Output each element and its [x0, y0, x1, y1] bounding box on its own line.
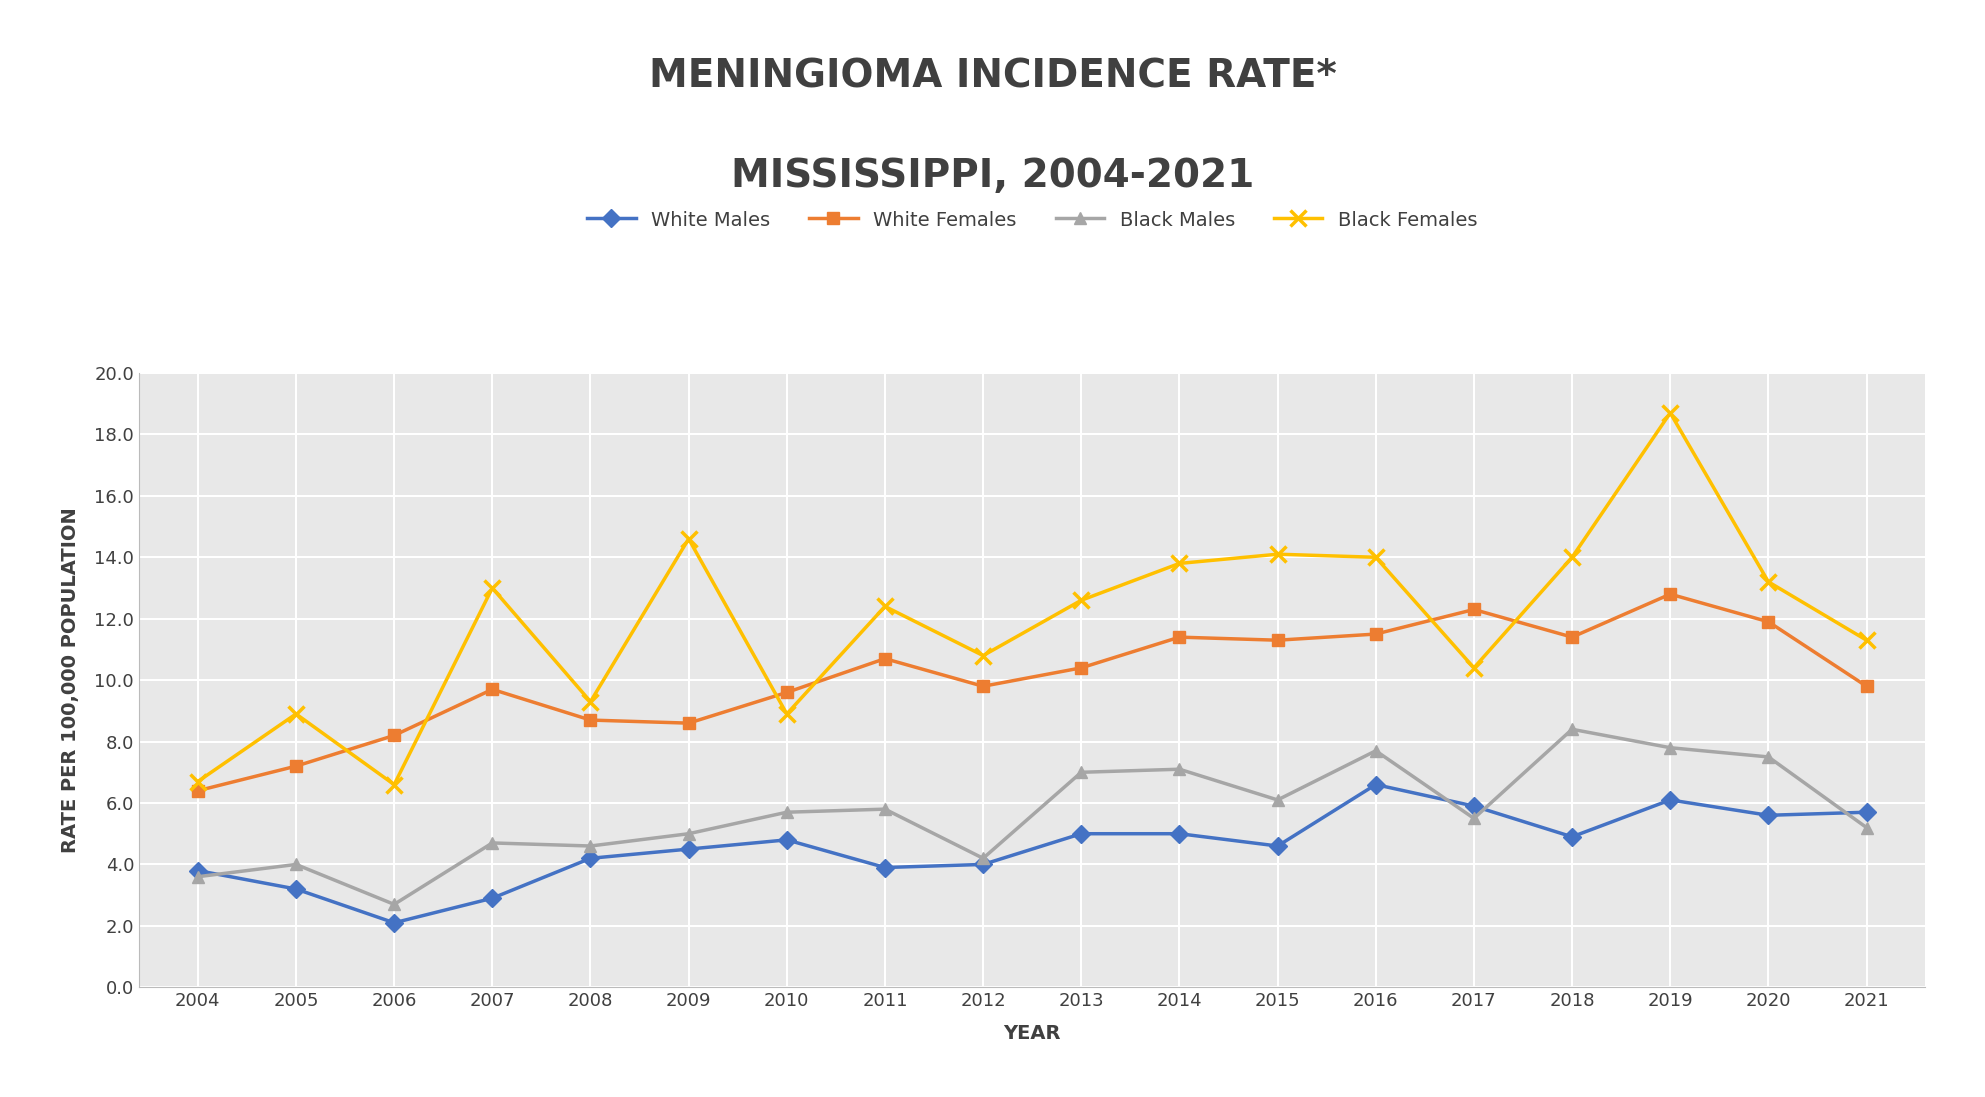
Black Females: [971, 649, 994, 663]
White Males: [187, 864, 210, 878]
Black Females: [383, 778, 407, 791]
Text: MISSISSIPPI, 2004-2021: MISSISSIPPI, 2004-2021: [730, 157, 1255, 194]
Black Males: [774, 805, 798, 818]
White Males: [774, 834, 798, 847]
Black Females: [1560, 551, 1584, 564]
Black Females: [1757, 575, 1781, 588]
White Females: [480, 682, 504, 695]
Line: White Males: White Males: [193, 779, 1872, 929]
Black Females: [774, 708, 798, 721]
White Males: [1364, 778, 1388, 791]
White Females: [677, 716, 701, 730]
Black Females: [677, 532, 701, 545]
White Males: [677, 842, 701, 856]
Black Males: [873, 803, 897, 816]
White Males: [383, 916, 407, 929]
Black Males: [1463, 812, 1487, 825]
White Males: [1560, 830, 1584, 844]
White Females: [1657, 588, 1681, 601]
Black Females: [480, 581, 504, 595]
Black Males: [1854, 821, 1878, 834]
White Males: [1167, 827, 1191, 840]
Black Males: [1266, 793, 1290, 806]
White Females: [1757, 615, 1781, 629]
White Females: [1070, 661, 1094, 675]
X-axis label: YEAR: YEAR: [1004, 1025, 1060, 1043]
White Females: [383, 728, 407, 742]
White Females: [1266, 634, 1290, 647]
Line: Black Females: Black Females: [189, 405, 1876, 793]
Black Males: [971, 851, 994, 864]
Black Females: [1854, 634, 1878, 647]
Black Females: [284, 708, 308, 721]
Black Males: [677, 827, 701, 840]
Black Males: [1757, 750, 1781, 764]
White Males: [1266, 839, 1290, 852]
Line: Black Males: Black Males: [193, 723, 1872, 911]
Black Males: [284, 858, 308, 871]
White Males: [1757, 808, 1781, 822]
Black Females: [1070, 593, 1094, 607]
Black Females: [1364, 551, 1388, 564]
White Females: [1463, 603, 1487, 617]
White Males: [1657, 793, 1681, 806]
White Females: [1364, 627, 1388, 641]
Black Males: [1167, 762, 1191, 776]
White Males: [1070, 827, 1094, 840]
White Females: [578, 713, 601, 726]
Black Females: [1167, 557, 1191, 570]
Black Males: [187, 870, 210, 883]
White Males: [971, 858, 994, 871]
White Females: [1167, 631, 1191, 644]
Black Females: [187, 774, 210, 788]
White Females: [774, 686, 798, 699]
White Females: [873, 652, 897, 665]
Black Males: [1560, 723, 1584, 736]
White Females: [1560, 631, 1584, 644]
White Males: [1463, 800, 1487, 813]
Black Females: [1463, 661, 1487, 675]
Black Females: [1657, 406, 1681, 419]
White Males: [873, 861, 897, 874]
White Males: [1854, 805, 1878, 818]
White Males: [480, 892, 504, 905]
White Females: [1854, 680, 1878, 693]
Black Females: [873, 600, 897, 613]
White Males: [284, 882, 308, 895]
Y-axis label: RATE PER 100,000 POPULATION: RATE PER 100,000 POPULATION: [62, 507, 79, 853]
Black Males: [383, 897, 407, 911]
Legend: White Males, White Females, Black Males, Black Females: White Males, White Females, Black Males,…: [588, 211, 1477, 230]
White Females: [187, 784, 210, 798]
Black Males: [480, 836, 504, 849]
White Males: [578, 851, 601, 864]
Line: White Females: White Females: [193, 588, 1872, 796]
Black Males: [1364, 744, 1388, 757]
Black Males: [1657, 742, 1681, 755]
Black Females: [1266, 547, 1290, 561]
White Females: [284, 759, 308, 772]
Black Males: [578, 839, 601, 852]
White Females: [971, 680, 994, 693]
Black Males: [1070, 766, 1094, 779]
Text: MENINGIOMA INCIDENCE RATE*: MENINGIOMA INCIDENCE RATE*: [649, 58, 1336, 95]
Black Females: [578, 695, 601, 709]
